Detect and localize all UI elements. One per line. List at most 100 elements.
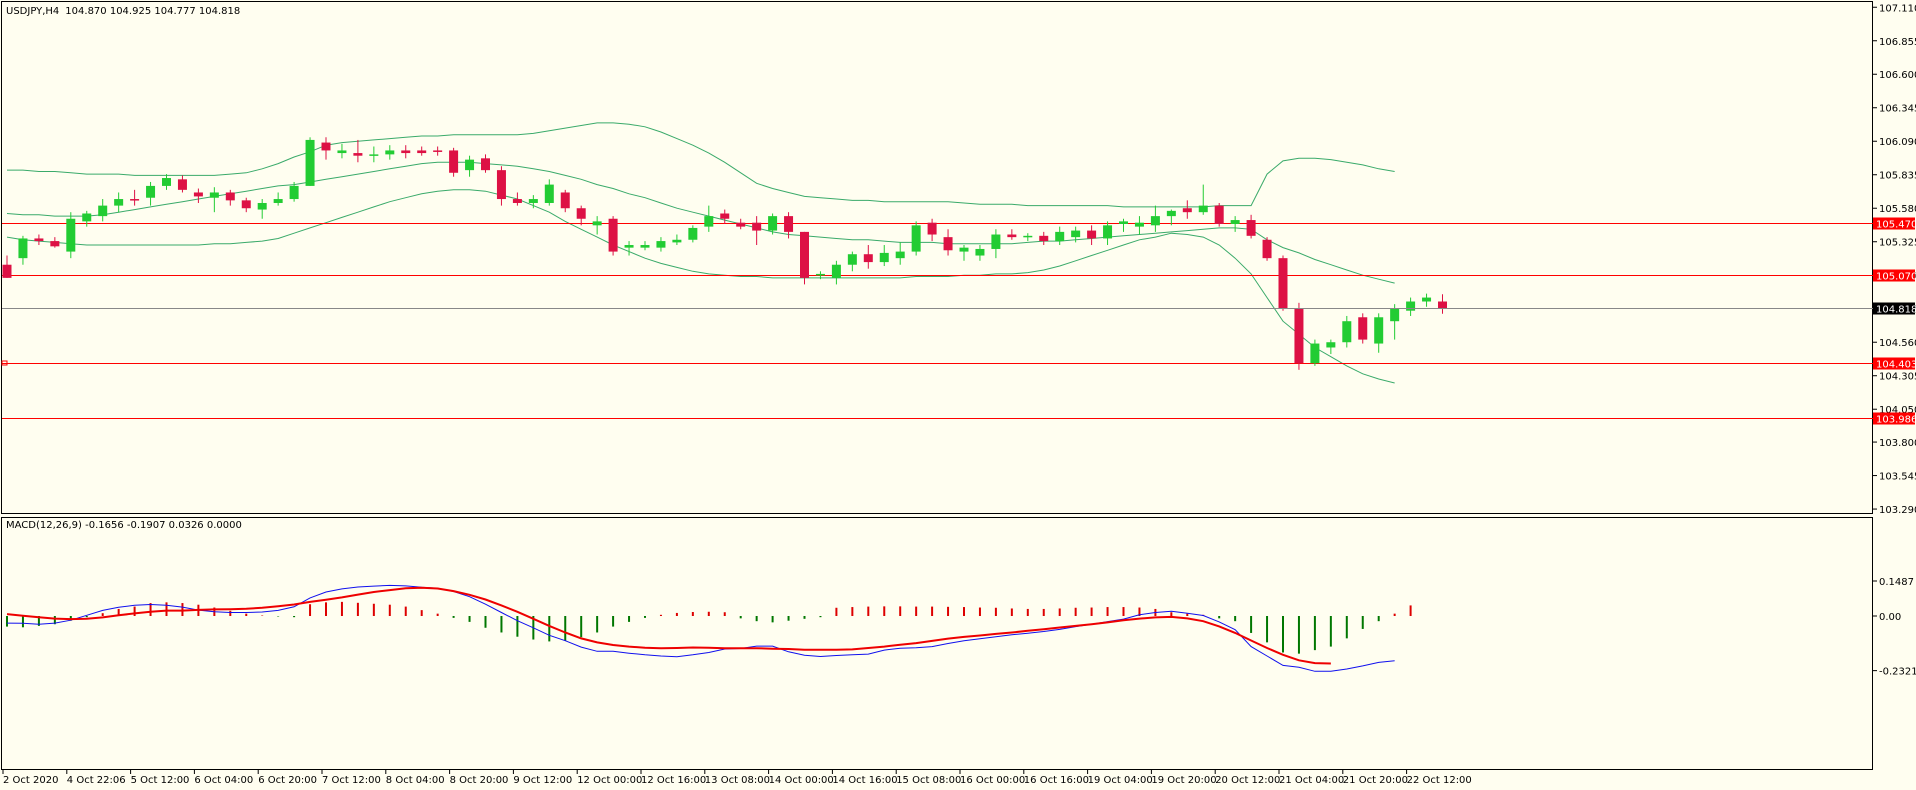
horizontal-lines: 105.470 105.070 104.403 103.986: [1, 217, 1916, 426]
candle-body: [688, 227, 698, 240]
candle-body: [34, 238, 44, 242]
candle-body: [975, 248, 985, 256]
candle-body: [1071, 230, 1081, 238]
candle-body: [1023, 235, 1033, 238]
price-tick-label: 103.290: [1879, 505, 1916, 516]
candle-body: [1119, 221, 1128, 225]
bollinger-bands: [6, 122, 1395, 384]
symbol-label: USDJPY,H4: [6, 6, 59, 17]
candle-body: [465, 159, 475, 171]
time-tick-label: 14 Oct 00:00: [769, 775, 834, 786]
candle-body: [305, 139, 315, 186]
price-level-tag: [1873, 217, 1915, 230]
price-tick-label: 105.835: [1879, 171, 1916, 182]
candle-body: [321, 142, 331, 151]
candle-body: [800, 231, 809, 278]
candle-body: [576, 208, 586, 219]
candle-body: [608, 218, 618, 252]
candle-body: [1262, 239, 1272, 259]
time-tick-label: 5 Oct 12:00: [131, 775, 190, 786]
candle-body: [1087, 230, 1097, 239]
candle-body: [927, 222, 937, 235]
price-level-label: 104.403: [1876, 360, 1916, 371]
candle-body: [241, 200, 251, 209]
candle-body: [1422, 297, 1432, 302]
price-tick-label: 103.800: [1879, 438, 1916, 449]
candle-body: [1055, 231, 1065, 242]
ohlc-values: 104.870 104.925 104.777 104.818: [65, 6, 240, 17]
candle-body: [704, 216, 714, 227]
price-level-label: 105.070: [1876, 272, 1916, 283]
candle-body: [1406, 301, 1416, 311]
candle-body: [82, 213, 92, 222]
macd-axis: 0.1487 0.00 -0.2321: [1873, 577, 1916, 678]
macd-pane-border: [1, 517, 1873, 770]
time-tick-label: 6 Oct 04:00: [194, 775, 253, 786]
candle-body: [66, 218, 76, 252]
candle-body: [1103, 225, 1113, 239]
time-tick-label: 21 Oct 04:00: [1279, 775, 1344, 786]
candle-body: [257, 202, 267, 210]
current-price-line: 104.818: [2, 302, 1916, 316]
time-tick-label: 6 Oct 20:00: [258, 775, 317, 786]
candle-body: [273, 199, 283, 203]
time-tick-label: 9 Oct 12:00: [513, 775, 572, 786]
price-tick-label: 106.345: [1879, 104, 1916, 115]
symbol-header: USDJPY,H4 104.870 104.925 104.777 104.818: [6, 6, 240, 17]
candle-body: [1326, 342, 1336, 348]
price-pane-border: [1, 1, 1873, 514]
time-tick-label: 15 Oct 08:00: [896, 775, 961, 786]
time-tick-label: 14 Oct 16:00: [832, 775, 897, 786]
time-tick-label: 16 Oct 16:00: [1024, 775, 1089, 786]
price-level-tag: [1873, 412, 1915, 425]
candle-body: [863, 254, 873, 263]
candle-body: [18, 238, 28, 259]
candle-body: [2, 264, 12, 278]
candle-body: [1134, 222, 1144, 227]
time-tick-label: 4 Oct 22:06: [67, 775, 126, 786]
candle-body: [114, 199, 124, 206]
price-level-tag: [1873, 357, 1915, 370]
current-price-label: 104.818: [1876, 305, 1916, 316]
candle-body: [1342, 321, 1352, 343]
candle-body: [496, 170, 506, 200]
time-tick-label: 8 Oct 04:00: [386, 775, 445, 786]
candle-body: [991, 234, 1001, 249]
candle-body: [1246, 220, 1256, 236]
candle-body: [1438, 301, 1447, 309]
candle-body: [544, 184, 554, 203]
time-tick-label: 21 Oct 20:00: [1343, 775, 1408, 786]
candle-body: [592, 221, 602, 226]
macd-histogram: [6, 601, 1412, 654]
candle-body: [1182, 208, 1192, 213]
time-tick-label: 12 Oct 16:00: [641, 775, 706, 786]
time-tick-label: 20 Oct 12:00: [1215, 775, 1280, 786]
time-tick-label: 12 Oct 00:00: [577, 775, 642, 786]
candle-body: [146, 185, 156, 198]
time-tick-label: 2 Oct 2020: [3, 775, 58, 786]
candle-body: [624, 245, 634, 248]
price-tick-label: 104.305: [1879, 372, 1916, 383]
line-anchor-marker: [1, 360, 8, 366]
candle-body: [1310, 343, 1320, 364]
candle-body: [1214, 205, 1224, 225]
time-tick-label: 22 Oct 12:00: [1407, 775, 1472, 786]
price-level-label: 105.470: [1876, 220, 1916, 231]
candle-body: [449, 150, 459, 173]
candle-body: [1278, 258, 1288, 309]
macd-main-line: [6, 584, 1395, 672]
time-tick-label: 16 Oct 00:00: [960, 775, 1025, 786]
price-tick-label: 106.090: [1879, 137, 1916, 148]
macd-tick-label: 0.00: [1879, 612, 1901, 623]
time-tick-label: 8 Oct 20:00: [450, 775, 509, 786]
price-tick-label: 104.560: [1879, 338, 1916, 349]
candle-body: [1007, 234, 1017, 238]
candle-body: [815, 273, 825, 276]
candle-body: [831, 264, 841, 278]
price-tick-label: 106.600: [1879, 70, 1916, 81]
candle-body: [289, 185, 299, 200]
candle-body: [1358, 317, 1368, 340]
candle-body: [1294, 308, 1304, 364]
candle-body: [879, 252, 889, 263]
candle-body: [193, 192, 203, 197]
